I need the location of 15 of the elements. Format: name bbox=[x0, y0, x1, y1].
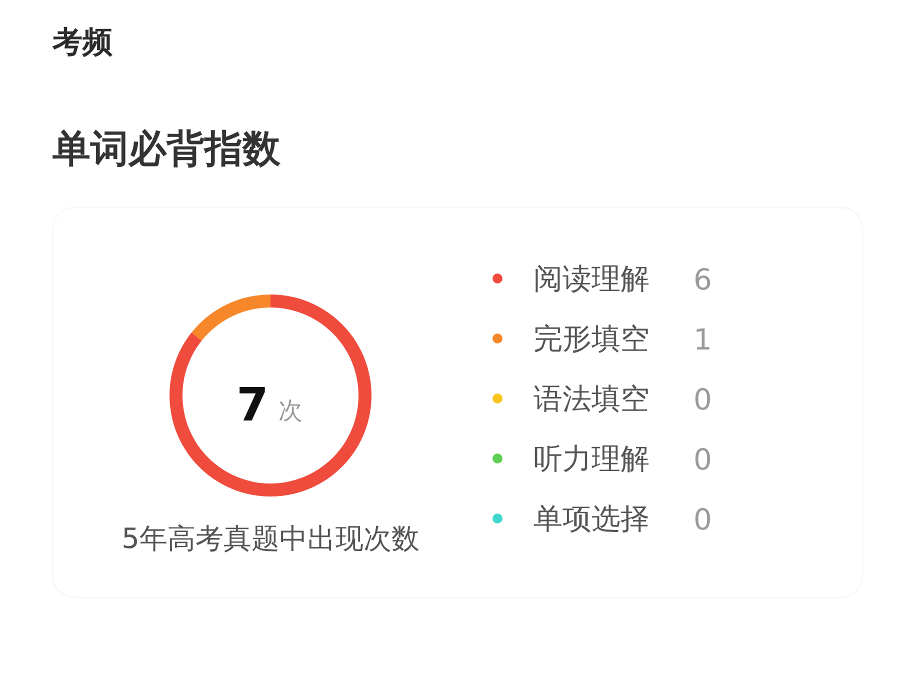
legend-label: 完形填空 bbox=[534, 322, 650, 356]
text: 5年高考真题中出现次数 bbox=[122, 522, 420, 555]
chart-subtitle: 单词必背指数 bbox=[52, 126, 282, 170]
text: 0 bbox=[694, 382, 712, 416]
data-label: 1 bbox=[694, 322, 712, 356]
data-label: 6 bbox=[694, 262, 712, 296]
text: 次 bbox=[278, 396, 302, 424]
legend-label: 听力理解 bbox=[534, 442, 650, 476]
text: 0 bbox=[694, 502, 712, 536]
chart-title: 考频 bbox=[52, 25, 112, 60]
text: 7 bbox=[236, 378, 269, 432]
legend-label: 单项选择 bbox=[534, 502, 650, 536]
text: 0 bbox=[694, 442, 712, 476]
legend-label: 语法填空 bbox=[534, 382, 650, 416]
legend-label: 阅读理解 bbox=[534, 262, 650, 296]
